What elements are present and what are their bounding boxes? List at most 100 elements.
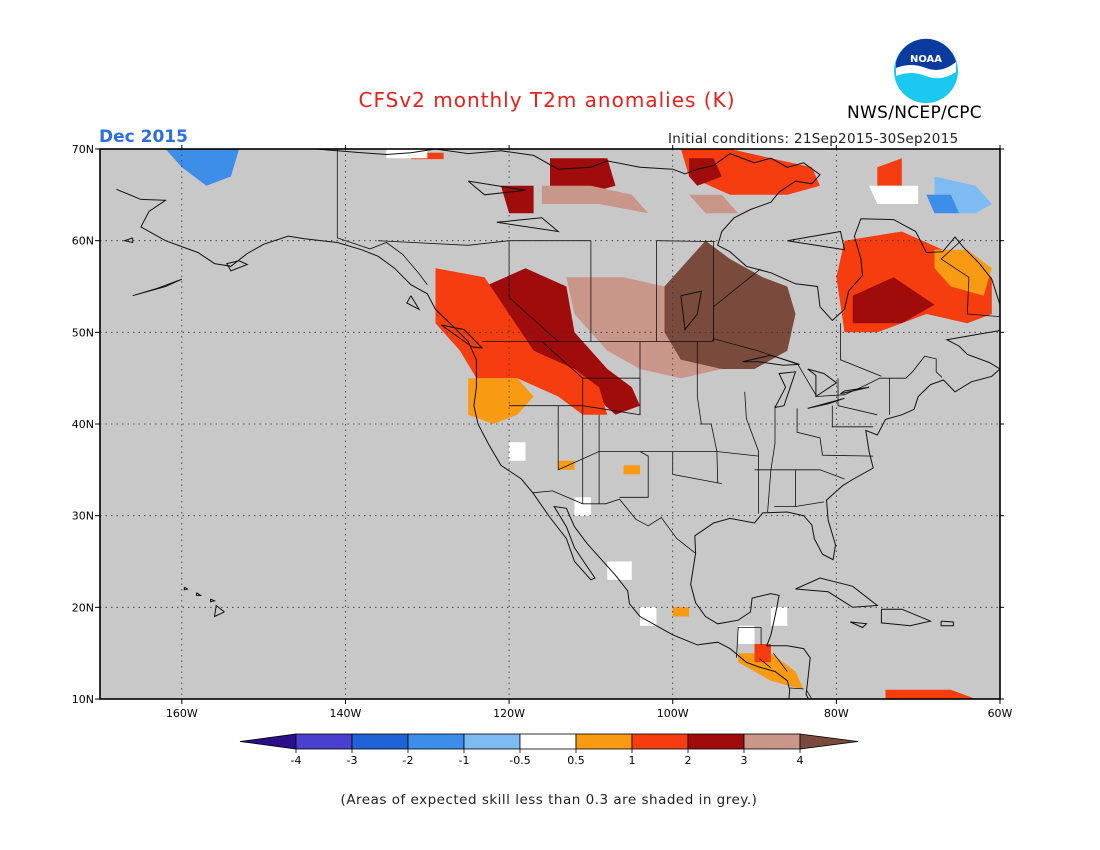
- anomaly-region-29: [509, 442, 526, 461]
- border-27: [713, 268, 761, 342]
- border-26: [656, 240, 716, 242]
- anomaly-region-18: [165, 149, 240, 186]
- coastline-18: [850, 621, 868, 629]
- border-3: [532, 490, 696, 554]
- anomaly-region-7: [852, 277, 935, 324]
- lon-tick-label: 60W: [988, 707, 1013, 720]
- chart-title: CFSv2 monthly T2m anomalies (K): [358, 88, 736, 112]
- border-2: [482, 338, 943, 397]
- colorbar-swatch: [351, 733, 409, 750]
- gridlines: [100, 149, 1000, 699]
- border-20: [795, 501, 825, 507]
- colorbar-label: -4: [291, 754, 302, 767]
- agency-label: NWS/NCEP/CPC: [847, 103, 982, 123]
- colorbar-swatch: [575, 733, 633, 750]
- coastlines: [116, 149, 1000, 699]
- coastline-22: [183, 586, 189, 591]
- colorbar-label: 1: [629, 754, 636, 767]
- anomaly-region-9: [680, 149, 820, 195]
- colorbar-label: 3: [741, 754, 748, 767]
- lat-tick-label: 30N: [72, 510, 94, 523]
- colorbar-swatch: [631, 733, 689, 750]
- anomaly-region-12: [550, 158, 616, 195]
- border-31: [759, 658, 772, 669]
- colorbar-swatch: [463, 733, 521, 750]
- coastline-11: [496, 217, 560, 233]
- axis-tick-labels: 160W 140W 120W 100W 80W 60W 70N 60N 50N 40N 30N 20N…: [72, 143, 1013, 720]
- coastline-10: [680, 290, 703, 331]
- anomaly-region-22: [754, 644, 771, 663]
- anomaly-region-20: [869, 185, 919, 204]
- logo-text: NOAA: [910, 54, 942, 65]
- lat-tick-label: 60N: [72, 235, 94, 248]
- border-19: [754, 469, 845, 480]
- lat-tick-label: 40N: [72, 418, 94, 431]
- coastline-20: [210, 598, 217, 603]
- forecast-month: Dec 2015: [99, 127, 188, 147]
- border-15: [831, 405, 874, 428]
- colorbar-swatch: [743, 733, 801, 750]
- border-12: [744, 391, 759, 514]
- coastline-16: [880, 608, 933, 627]
- coastline-9: [807, 397, 845, 409]
- border-9: [619, 451, 649, 498]
- border-32: [773, 652, 788, 672]
- colorbar: -4 -3 -2 -1 -0.5 0.5 1 2 3 4: [239, 733, 859, 767]
- colorbar-label: 0.5: [567, 754, 585, 767]
- colorbar-label: -0.5: [509, 754, 530, 767]
- anomaly-region-32: [770, 607, 788, 626]
- anomaly-regions: [165, 149, 992, 699]
- coastline-6: [807, 368, 838, 398]
- coastline-17: [940, 620, 954, 627]
- lat-tick-label: 10N: [72, 693, 94, 706]
- colorbar-swatch: [407, 733, 465, 750]
- initial-conditions: Initial conditions: 21Sep2015-30Sep2015: [668, 131, 959, 147]
- anomaly-region-17: [926, 194, 960, 214]
- coastline-14: [406, 295, 421, 311]
- colorbar-high-arrow: [799, 733, 859, 750]
- coastline-23: [132, 278, 183, 297]
- border-13: [767, 405, 776, 513]
- border-16: [837, 378, 878, 416]
- coastline-3: [694, 330, 1000, 561]
- colorbar-label: -3: [347, 754, 358, 767]
- colorbar-label: -1: [459, 754, 470, 767]
- anomaly-region-24: [558, 460, 575, 470]
- noaa-logo: NOAA: [894, 38, 958, 103]
- anomaly-region-5: [664, 240, 796, 369]
- anomaly-region-31: [738, 625, 755, 644]
- anomaly-region-11: [689, 194, 739, 214]
- anomaly-region-19: [877, 158, 902, 186]
- anomaly-region-27: [607, 561, 632, 580]
- lon-tick-label: 80W: [824, 707, 849, 720]
- border-33: [789, 687, 804, 690]
- colorbar-swatch: [295, 733, 353, 750]
- anomaly-region-3: [468, 378, 534, 424]
- lat-tick-label: 50N: [72, 326, 94, 339]
- coastline-24: [122, 237, 134, 244]
- lon-tick-label: 120W: [493, 707, 525, 720]
- colorbar-label: 4: [797, 754, 804, 767]
- coastline-12: [467, 180, 526, 196]
- colorbar-low-arrow: [239, 733, 297, 750]
- coastline-2: [690, 553, 811, 699]
- coastline-1: [116, 188, 791, 699]
- border-1: [336, 149, 428, 285]
- anomaly-region-30: [640, 607, 657, 626]
- colorbar-swatch: [519, 733, 577, 750]
- lon-tick-label: 160W: [166, 707, 198, 720]
- lat-tick-label: 70N: [72, 143, 94, 156]
- border-30: [736, 627, 762, 658]
- coastline-8: [774, 371, 797, 408]
- lon-tick-label: 140W: [330, 707, 362, 720]
- skill-footnote: (Areas of expected skill less than 0.3 a…: [340, 792, 758, 808]
- lat-tick-label: 20N: [72, 601, 94, 614]
- colorbar-label: -2: [403, 754, 414, 767]
- border-29: [940, 238, 1000, 318]
- anomaly-region-23: [885, 689, 976, 699]
- coastline-13: [440, 324, 484, 349]
- lon-tick-label: 100W: [657, 707, 689, 720]
- anomaly-region-13: [541, 185, 649, 214]
- coastline-4: [309, 149, 1000, 322]
